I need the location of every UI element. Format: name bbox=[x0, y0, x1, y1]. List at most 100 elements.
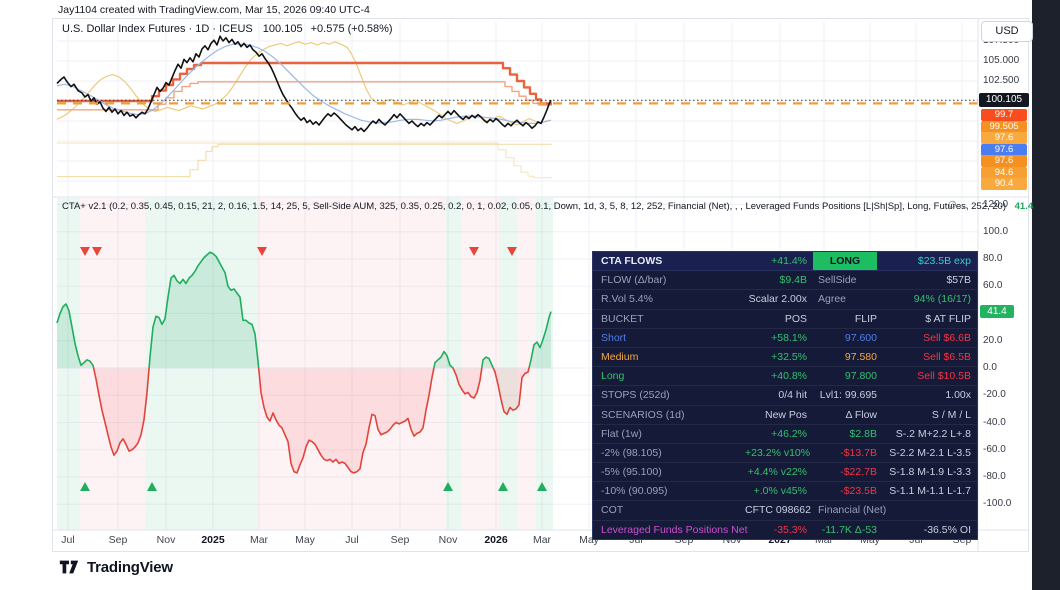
symbol-change: +0.575 (+0.58%) bbox=[310, 23, 393, 35]
regime-band-short bbox=[258, 198, 446, 530]
time-axis-label[interactable]: Sep bbox=[108, 534, 128, 546]
oscillator-axis-tick: -40.0 bbox=[983, 416, 1006, 428]
oscillator-axis-tick: -100.0 bbox=[983, 498, 1012, 510]
oscillator-axis-tick: 60.0 bbox=[983, 280, 1003, 292]
buy-marker-icon bbox=[80, 482, 90, 491]
flows-table-cell: $23.5B exp bbox=[917, 255, 971, 267]
time-axis-label[interactable]: 2026 bbox=[484, 534, 508, 546]
regime-band-short bbox=[517, 198, 536, 530]
flows-table-cell: STOPS (252d) bbox=[601, 389, 670, 402]
sell-marker-icon bbox=[507, 247, 517, 256]
flows-table-cell: CFTC 098662 bbox=[745, 504, 811, 517]
time-axis-label[interactable]: Nov bbox=[438, 534, 458, 546]
time-axis-label[interactable]: Mar bbox=[249, 534, 269, 546]
flows-table-cell: +46.2% bbox=[771, 427, 807, 440]
time-axis-label[interactable]: Jul bbox=[345, 534, 359, 546]
flows-table-cell: POS bbox=[784, 312, 807, 325]
flows-table-cell: -2% (98.105) bbox=[601, 446, 662, 459]
indicator-legend[interactable]: CTA+ v2.1 (0.2, 0.35, 0.45, 0.15, 21, 2,… bbox=[62, 201, 1033, 212]
flows-table-cell: +4.4% v22% bbox=[747, 466, 807, 479]
flows-table-cell: -$13.7B bbox=[840, 446, 877, 459]
buy-marker-icon bbox=[443, 482, 453, 491]
symbol-last-price: 100.105 bbox=[262, 23, 303, 35]
flows-table-cell: 97.800 bbox=[844, 370, 877, 383]
indicator-value: 41.4 bbox=[1014, 201, 1034, 212]
flows-table-cell: +.0% v45% bbox=[753, 485, 807, 498]
flows-table-cell: Scalar 2.00x bbox=[748, 293, 807, 306]
flows-table-cell: $ AT FLIP bbox=[925, 312, 971, 325]
flows-table-cell: S-1.8 M-1.9 L-3.3 bbox=[889, 466, 971, 479]
flows-table-row: -5% (95.100) +4.4% v22% -$22.7B S-1.8 M-1.9… bbox=[593, 463, 977, 483]
price-axis-tick: 102.500 bbox=[983, 75, 1020, 86]
flows-table-cell: -36.5% OI bbox=[923, 523, 971, 536]
flows-table-row: Medium +32.5% 97.580 Sell $6.5B bbox=[593, 348, 977, 368]
flows-table-cell: +41.4% bbox=[771, 255, 807, 267]
regime-band-short bbox=[461, 198, 499, 530]
indicator-hidden-icon[interactable]: ∅… bbox=[948, 200, 971, 211]
level-price-badge: 97.6 bbox=[981, 132, 1027, 144]
oscillator-axis-tick: 80.0 bbox=[983, 253, 1003, 264]
flows-table-row: SCENARIOS (1d) New Pos Δ Flow S / M / L bbox=[593, 406, 977, 425]
flows-table-cell: Sell $6.5B bbox=[923, 350, 971, 363]
flows-table-cell: -11.7K Δ-53 bbox=[821, 523, 877, 536]
flows-table-cell: Short bbox=[601, 331, 627, 344]
time-axis-label[interactable]: 2025 bbox=[201, 534, 225, 546]
sell-marker-icon bbox=[469, 247, 479, 256]
flows-table-cell: SellSide bbox=[818, 274, 857, 287]
flows-table-row: BUCKET POS FLIP $ AT FLIP bbox=[593, 310, 977, 329]
long-state-badge: LONG bbox=[813, 252, 877, 271]
buy-marker-icon bbox=[147, 482, 157, 491]
flows-table-row: STOPS (252d) 0/4 hit Lvl1: 99.695 1.00x bbox=[593, 386, 977, 406]
flows-table-cell: $57B bbox=[946, 274, 971, 287]
oscillator-axis-tick: 0.0 bbox=[983, 362, 997, 373]
sell-marker-icon bbox=[92, 247, 102, 256]
indicator-title: CTA+ v2.1 (0.2, 0.35, 0.45, 0.15, 21, 2,… bbox=[62, 201, 1006, 212]
flows-table-cell: 97.580 bbox=[844, 350, 877, 363]
sell-marker-icon bbox=[257, 247, 267, 256]
symbol-legend[interactable]: U.S. Dollar Index Futures · 1D · ICEUS 1… bbox=[62, 23, 393, 35]
level-price-badge: 97.6 bbox=[981, 155, 1027, 167]
osc-area-positive bbox=[57, 252, 551, 368]
time-axis-label[interactable]: Sep bbox=[390, 534, 410, 546]
level-price-badge: 94.6 bbox=[981, 166, 1027, 179]
sell-marker-icon bbox=[80, 247, 90, 256]
flows-table-cell: CTA FLOWS bbox=[601, 255, 663, 267]
tradingview-logo-icon[interactable] bbox=[58, 556, 80, 578]
oscillator-axis-tick: -60.0 bbox=[983, 443, 1006, 455]
flows-table-cell: New Pos bbox=[764, 408, 807, 421]
buy-marker-icon bbox=[498, 482, 508, 491]
flows-table-cell: S-1.1 M-1.1 L-1.7 bbox=[889, 485, 971, 498]
flows-table-cell: FLIP bbox=[854, 312, 877, 325]
currency-button[interactable]: USD bbox=[981, 21, 1033, 42]
oscillator-axis-tick: -20.0 bbox=[983, 389, 1006, 401]
time-axis-label[interactable]: Jul bbox=[61, 534, 75, 546]
oscillator-axis-tick: 20.0 bbox=[983, 334, 1003, 346]
buy-marker-icon bbox=[537, 482, 547, 491]
level-price-badge: 97.6 bbox=[981, 143, 1027, 156]
level-price-badge: 99.7 bbox=[981, 109, 1027, 121]
right-dark-strip bbox=[1032, 0, 1060, 590]
flows-table-cell: -5% (95.100) bbox=[601, 466, 662, 479]
flows-table-cell: -$23.5B bbox=[840, 485, 877, 498]
cta-trigger-long-line bbox=[57, 61, 552, 105]
flows-table-cell: +32.5% bbox=[771, 350, 807, 363]
flows-table-cell: 1.00x bbox=[945, 389, 971, 402]
flows-table-row: R.Vol 5.4% Scalar 2.00x Agree 94% (16/17) bbox=[593, 290, 977, 310]
regime-band-long bbox=[536, 198, 553, 530]
flows-table-cell: +40.8% bbox=[771, 370, 807, 383]
time-axis-label[interactable]: May bbox=[295, 534, 315, 546]
tradingview-logo-text[interactable]: TradingView bbox=[87, 558, 173, 576]
time-axis-label[interactable]: Mar bbox=[532, 534, 552, 546]
flows-table-row: Long +40.8% 97.800 Sell $10.5B bbox=[593, 367, 977, 387]
flows-table-cell: Long bbox=[601, 370, 625, 383]
flows-table-cell: COT bbox=[601, 504, 624, 517]
regime-band-long bbox=[145, 198, 258, 530]
oscillator-axis-tick: 120.0 bbox=[983, 198, 1009, 210]
flows-table-cell: -$22.7B bbox=[840, 466, 877, 479]
band-lower-deep-line bbox=[57, 142, 552, 179]
time-axis-label[interactable]: Nov bbox=[156, 534, 176, 546]
flows-table-cell: Sell $6.6B bbox=[923, 331, 971, 344]
flows-table-cell: S-2.2 M-2.1 L-3.5 bbox=[889, 446, 971, 459]
